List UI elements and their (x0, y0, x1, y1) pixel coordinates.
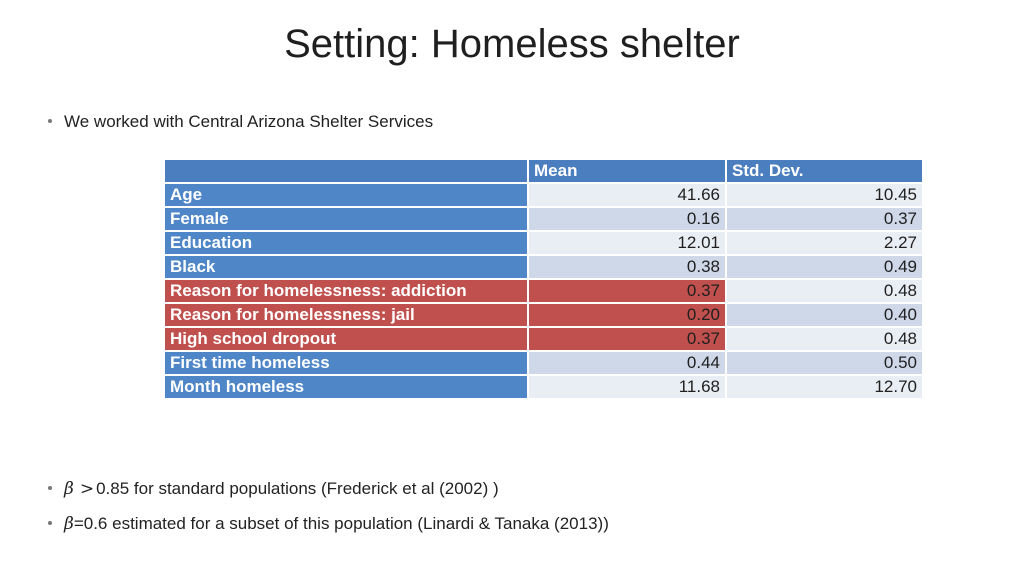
row-label: Black (165, 256, 527, 278)
header-std-dev: Std. Dev. (727, 160, 922, 182)
table-row: Female 0.16 0.37 (165, 208, 922, 230)
greater-than-symbol: > (79, 479, 95, 499)
std-dev-cell: 0.50 (727, 352, 922, 374)
bullet-text: =0.6 estimated for a subset of this popu… (73, 514, 609, 533)
row-label: High school dropout (165, 328, 527, 350)
bullet-dot-icon (48, 119, 52, 123)
table-row: Month homeless 11.68 12.70 (165, 376, 922, 398)
table-row: Black 0.38 0.49 (165, 256, 922, 278)
table-header-row: Mean Std. Dev. (165, 160, 922, 182)
mean-cell: 41.66 (529, 184, 725, 206)
std-dev-cell: 12.70 (727, 376, 922, 398)
std-dev-cell: 2.27 (727, 232, 922, 254)
table-row: High school dropout 0.37 0.48 (165, 328, 922, 350)
bullet-dot-icon (48, 521, 52, 525)
bullet-text: 0.85 for standard populations (Frederick… (96, 479, 499, 498)
std-dev-cell: 0.49 (727, 256, 922, 278)
mean-cell: 0.37 (529, 280, 725, 302)
bullet-dot-icon (48, 486, 52, 490)
row-label: Education (165, 232, 527, 254)
table-row: Age 41.66 10.45 (165, 184, 922, 206)
std-dev-cell: 0.48 (727, 280, 922, 302)
header-blank (165, 160, 527, 182)
mean-cell: 11.68 (529, 376, 725, 398)
mean-cell: 0.16 (529, 208, 725, 230)
row-label: First time homeless (165, 352, 527, 374)
bullet-item: β =0.6 estimated for a subset of this po… (48, 514, 609, 534)
table-row: Education 12.01 2.27 (165, 232, 922, 254)
mean-cell: 0.38 (529, 256, 725, 278)
slide-title: Setting: Homeless shelter (284, 22, 740, 66)
mean-cell: 0.20 (529, 304, 725, 326)
row-label: Reason for homelessness: jail (165, 304, 527, 326)
stats-table: Mean Std. Dev. Age 41.66 10.45 Female 0.16 0.… (163, 158, 924, 400)
mean-cell: 0.37 (529, 328, 725, 350)
std-dev-cell: 0.37 (727, 208, 922, 230)
table-row: Reason for homelessness: jail 0.20 0.40 (165, 304, 922, 326)
bullet-text: We worked with Central Arizona Shelter S… (64, 112, 434, 131)
std-dev-cell: 0.48 (727, 328, 922, 350)
mean-cell: 12.01 (529, 232, 725, 254)
row-label: Female (165, 208, 527, 230)
row-label: Month homeless (165, 376, 527, 398)
beta-symbol: β (64, 479, 74, 499)
bullet-item: We worked with Central Arizona Shelter S… (48, 112, 433, 132)
beta-symbol: β (64, 514, 74, 534)
table-row: First time homeless 0.44 0.50 (165, 352, 922, 374)
table-row: Reason for homelessness: addiction 0.37 0.… (165, 280, 922, 302)
row-label: Reason for homelessness: addiction (165, 280, 527, 302)
row-label: Age (165, 184, 527, 206)
header-mean: Mean (529, 160, 725, 182)
std-dev-cell: 10.45 (727, 184, 922, 206)
mean-cell: 0.44 (529, 352, 725, 374)
std-dev-cell: 0.40 (727, 304, 922, 326)
bullet-item: β > 0.85 for standard populations (Frede… (48, 479, 499, 499)
